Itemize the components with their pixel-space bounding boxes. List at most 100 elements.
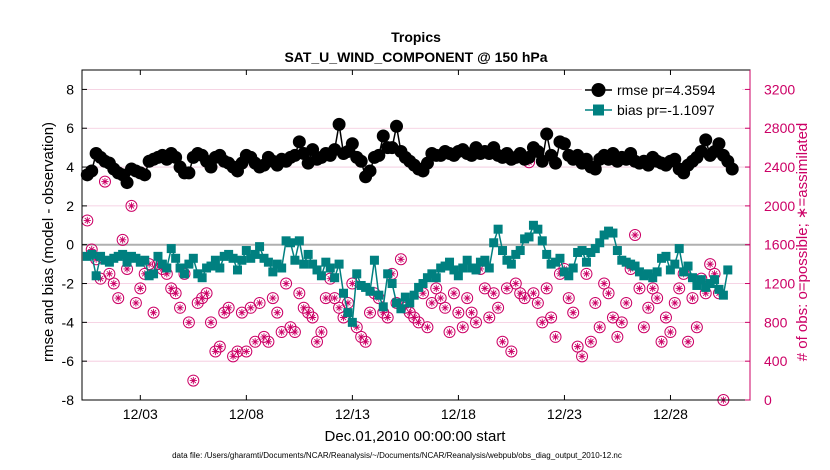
rmse-point: [138, 168, 152, 182]
bias-point: [241, 246, 251, 256]
obs-marker: [169, 287, 182, 300]
obs-marker: [213, 340, 226, 353]
obs-marker: [598, 277, 611, 290]
obs-marker: [659, 311, 672, 324]
bias-point: [462, 255, 472, 265]
obs-marker: [492, 301, 505, 314]
bias-point: [118, 249, 128, 259]
grid-layer: [82, 89, 750, 401]
bias-point: [206, 261, 216, 271]
bias-point: [392, 298, 402, 308]
bias-point: [449, 265, 459, 275]
rmse-point: [120, 176, 134, 190]
obs-marker: [306, 311, 319, 324]
bias-point: [369, 255, 379, 265]
obs-marker: [589, 296, 602, 309]
obs-marker: [562, 292, 575, 305]
rmse-point: [390, 119, 404, 133]
bias-point: [162, 263, 172, 273]
obs-marker: [381, 311, 394, 324]
y-left-tick-label-2: -4: [62, 314, 75, 330]
bias-point: [299, 259, 309, 269]
obs-marker: [129, 296, 142, 309]
obs-marker: [284, 321, 297, 334]
obs-marker: [682, 335, 695, 348]
bias-point: [581, 257, 591, 267]
obs-marker: [584, 335, 597, 348]
obs-marker: [408, 311, 421, 324]
y-left-tick-label-3: -2: [62, 276, 75, 292]
obs-marker: [116, 233, 129, 246]
bias-point: [184, 259, 194, 269]
y-axis-label-left: rmse and bias (model - observation): [40, 122, 57, 362]
bias-point: [542, 249, 552, 259]
rmse-point: [292, 135, 306, 149]
obs-marker: [191, 296, 204, 309]
obs-marker: [633, 282, 646, 295]
bias-point: [294, 236, 304, 246]
obs-marker: [655, 335, 668, 348]
obs-marker: [182, 316, 195, 329]
bias-point: [524, 232, 534, 242]
bias-point: [670, 259, 680, 269]
bias-point: [506, 259, 516, 269]
bias-point: [237, 255, 247, 265]
rmse-series: [80, 117, 739, 190]
axes-layer: -8 -6 -4 -2 0 2 4 6 8 0 400 800 1200 1600 2000 2400 2800…: [62, 70, 795, 422]
obs-marker: [257, 330, 270, 343]
y-right-tick-label-6: 2400: [764, 159, 795, 175]
obs-marker: [483, 311, 496, 324]
bias-point: [484, 263, 494, 273]
y-right-tick-label-7: 2800: [764, 120, 795, 136]
obs-marker: [686, 292, 699, 305]
bias-point: [661, 251, 671, 261]
bias-point: [630, 261, 640, 271]
obs-marker: [209, 345, 222, 358]
bias-series: [82, 220, 733, 327]
bias-point: [687, 273, 697, 283]
y-left-tick-label-1: -6: [62, 353, 75, 369]
bias-point: [612, 246, 622, 256]
obs-marker: [576, 350, 589, 363]
rmse-point: [725, 162, 739, 176]
x-tick-label-5: 12/28: [653, 406, 688, 422]
obs-marker: [302, 306, 315, 319]
obs-marker: [456, 321, 469, 334]
rmse-point: [557, 137, 571, 151]
rmse-point: [85, 164, 99, 178]
obs-marker: [222, 301, 235, 314]
obs-marker: [620, 296, 633, 309]
obs-marker: [231, 345, 244, 358]
rmse-point: [372, 148, 386, 162]
rmse-point: [306, 143, 320, 157]
rmse-point: [531, 145, 545, 159]
obs-marker: [394, 253, 407, 266]
bias-point: [334, 259, 344, 269]
y-left-tick-label-8: 8: [66, 81, 74, 97]
obs-marker: [187, 374, 200, 387]
obs-marker: [611, 330, 624, 343]
x-tick-label-2: 12/13: [335, 406, 370, 422]
y-axis-label-right: # of obs: o=possible; ∗=assimilated: [794, 123, 811, 362]
obs-marker: [147, 306, 160, 319]
bias-point: [555, 253, 565, 263]
bias-point: [396, 304, 406, 314]
bias-point: [188, 253, 198, 263]
obs-marker: [602, 287, 615, 300]
obs-marker: [509, 277, 522, 290]
obs-marker: [461, 292, 474, 305]
obs-marker: [439, 301, 452, 314]
bias-point: [325, 263, 335, 273]
y-left-tick-label-7: 6: [66, 120, 74, 136]
x-tick-label-0: 12/03: [123, 406, 158, 422]
obs-marker: [637, 321, 650, 334]
legend-label-0: rmse pr=4.3594: [617, 82, 716, 98]
obs-marker: [311, 335, 324, 348]
bias-point: [149, 269, 159, 279]
bias-point: [453, 271, 463, 281]
obs-marker: [540, 282, 553, 295]
obs-marker: [134, 282, 147, 295]
bias-point: [210, 255, 220, 265]
bias-point: [166, 244, 176, 254]
x-axis-label: Dec.01,2010 00:00:00 start: [325, 428, 507, 445]
